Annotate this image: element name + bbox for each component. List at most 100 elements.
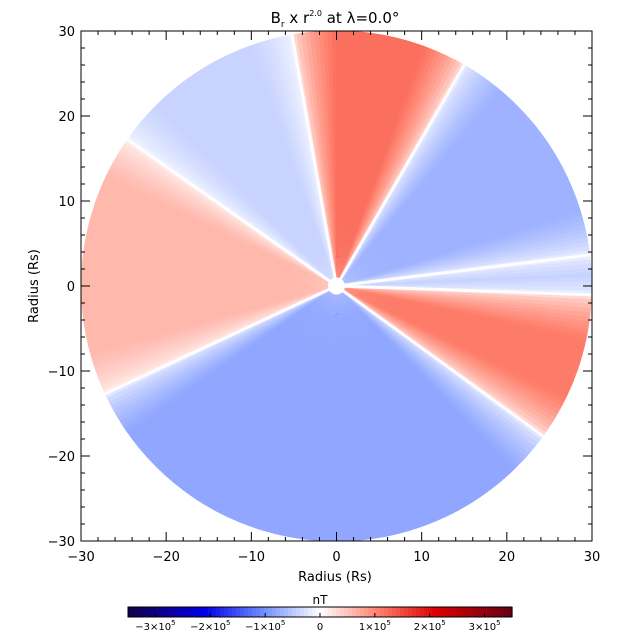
sector-wedge [336,30,346,286]
sector-wedge [336,286,488,511]
colorbar-cell [476,607,481,617]
sector-wedge [336,286,565,433]
y-tick-label: 20 [58,110,75,125]
sector-wedge [336,138,565,286]
colorbar-cell [244,607,249,617]
colorbar-cell [336,607,341,617]
colorbar-cell [320,607,325,617]
sector-wedge [111,286,337,438]
neutral-line [335,284,545,438]
sector-wedge [336,88,523,286]
sector-wedge [201,51,337,287]
sector-wedge [336,286,534,473]
sector-wedge [205,49,337,287]
sector-wedge [336,286,579,408]
colorbar-cell [296,607,301,617]
sector-wedge [308,286,337,542]
colorbar-tick-label: −2×105 [190,619,230,633]
sector-wedge [155,83,337,286]
title-sub: r [281,20,285,30]
colorbar-cell [292,607,297,617]
colorbar-cell [364,607,369,617]
sector-wedge [143,286,337,477]
colorbar-cell [416,607,421,617]
sector-wedge [223,286,337,532]
sector-wedge [336,286,575,417]
colorbar-cell [272,607,277,617]
sector-wedge [336,38,446,286]
colorbar-cell [428,607,433,617]
sector-wedge [99,286,337,418]
y-tick-label: −20 [48,450,75,465]
sector-wedge [336,70,502,286]
colorbar-cell [216,607,221,617]
colorbar-cell [424,607,429,617]
colorbar-tick-label: 1×105 [359,619,391,633]
colorbar-cell [132,607,137,617]
sector-wedge [262,286,337,542]
colorbar-cell [456,607,461,617]
sector-wedge [105,143,337,286]
colorbar-cell [304,607,309,617]
sector-wedge [336,36,442,287]
sector-wedge [134,286,337,467]
sector-wedge [81,203,337,286]
x-tick-label: −20 [152,550,179,565]
sector-wedge [181,63,337,286]
sector-wedge [101,151,337,286]
sector-wedge [313,286,337,542]
colorbar-cell [492,607,497,617]
title-sup: 2.0 [309,9,322,18]
sector-wedge [336,284,592,291]
sector-wedge [336,154,574,286]
sector-wedge [231,286,337,536]
colorbar-cell [212,607,217,617]
colorbar-cell [128,607,133,617]
sector-wedge [240,286,337,539]
sector-wedge [336,286,537,469]
sector-wedge [336,286,468,523]
sector-wedge [336,134,562,286]
colorbar-cell [220,607,225,617]
sector-wedge [336,40,450,286]
x-tick-labels: −30 −20 −10 0 10 20 30 [67,550,600,565]
colorbar-cell [468,607,473,617]
sector-wedge [116,286,337,445]
sector-wedge [336,286,583,400]
sector-wedge [81,281,337,288]
colorbar-cell [308,607,313,617]
y-axis-label: Radius (Rs) [27,249,42,323]
x-axis-label: Radius (Rs) [298,570,372,585]
y-tick-label: 10 [58,195,75,210]
colorbar-cell [144,607,149,617]
y-tick-label: 30 [58,25,75,40]
sector-wedge [128,286,337,460]
sector-wedge [90,172,337,286]
x-tick-label: 20 [499,550,516,565]
colorbar-cell [432,607,437,617]
sector-wedge [322,286,337,542]
neutral-line [336,284,592,297]
sector-wedge [336,33,433,287]
sector-wedge [124,117,337,287]
colorbar-cell [460,607,465,617]
sector-wedge [336,102,536,286]
sector-wedge [336,82,517,286]
colorbar-cell [484,607,489,617]
sector-wedge [294,286,337,542]
sector-wedge [336,286,480,516]
sector-wedge [150,286,337,484]
sector-wedge [175,286,337,504]
sector-wedge [206,286,337,524]
colorbar-cell [496,607,501,617]
sector-wedge [280,286,337,542]
sector-wedge [336,286,592,305]
colorbar-cell [280,607,285,617]
sector-wedge [336,95,530,286]
colorbar-tick-label: −3×105 [135,619,175,633]
sector-wedge [81,248,337,286]
sector-wedge [137,286,337,470]
sector-wedge [125,286,337,456]
sector-wedge [149,89,337,287]
